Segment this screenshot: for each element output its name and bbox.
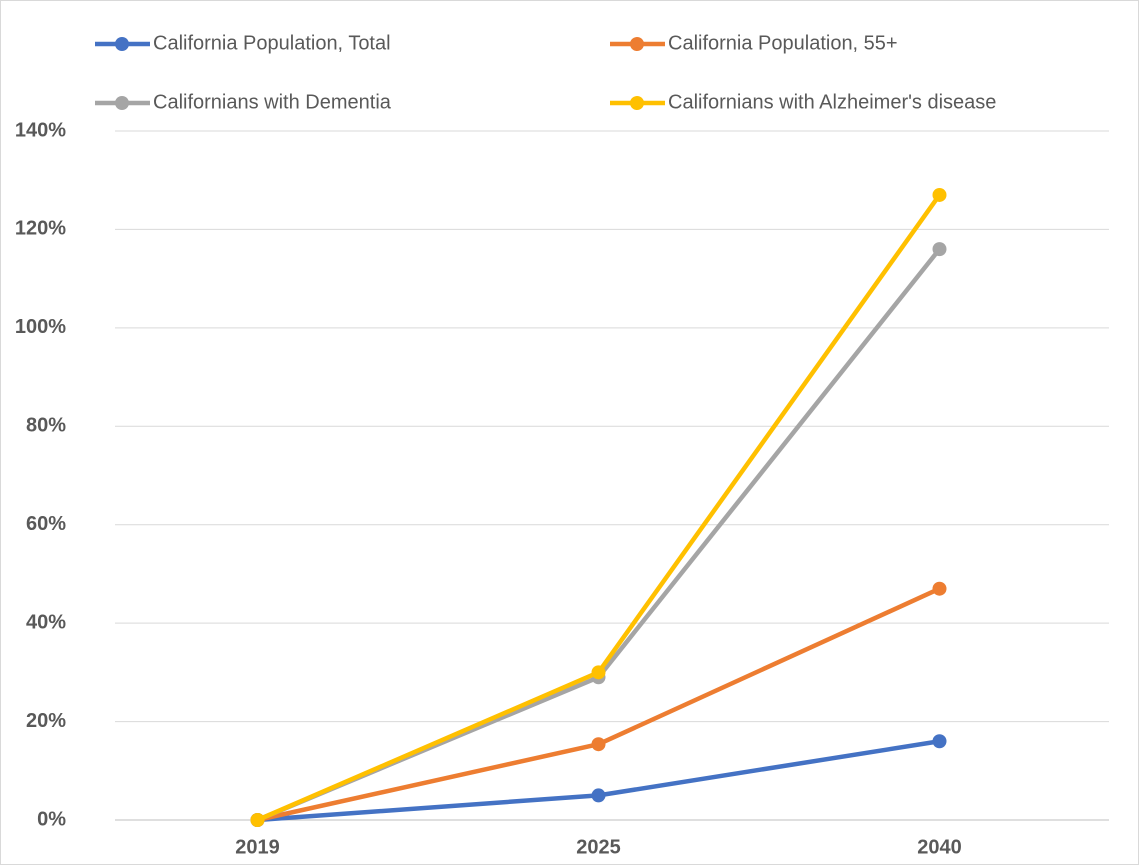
legend-label: Californians with Alzheimer's disease xyxy=(668,91,996,113)
data-point xyxy=(932,581,947,596)
data-point xyxy=(591,788,606,803)
data-point xyxy=(932,734,947,749)
legend-label: Californians with Dementia xyxy=(153,91,392,113)
y-tick-label: 20% xyxy=(26,710,66,732)
legend-marker xyxy=(115,96,129,110)
x-tick-label: 2019 xyxy=(235,836,280,858)
y-tick-label: 0% xyxy=(37,808,66,830)
y-tick-label: 40% xyxy=(26,611,66,633)
legend-marker xyxy=(115,37,129,51)
data-point xyxy=(932,242,947,257)
legend-label: California Population, 55+ xyxy=(668,32,898,54)
legend-marker xyxy=(630,96,644,110)
x-tick-label: 2025 xyxy=(576,836,621,858)
data-point xyxy=(932,187,947,202)
legend-marker xyxy=(630,37,644,51)
y-tick-label: 140% xyxy=(15,119,66,141)
data-point xyxy=(591,665,606,680)
data-point xyxy=(591,737,606,752)
y-tick-label: 80% xyxy=(26,415,66,437)
x-tick-label: 2040 xyxy=(917,836,962,858)
y-tick-label: 100% xyxy=(15,316,66,338)
data-point xyxy=(250,813,265,827)
y-tick-label: 60% xyxy=(26,513,66,535)
legend-label: California Population, Total xyxy=(153,32,391,54)
y-tick-label: 120% xyxy=(15,218,66,240)
